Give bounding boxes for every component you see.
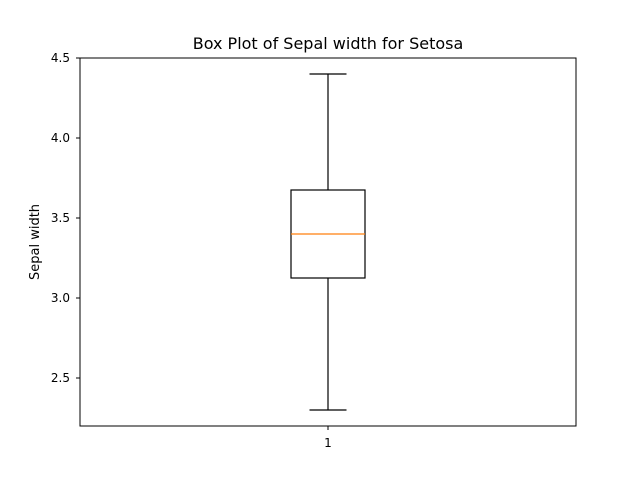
y-axis-label: Sepal width — [28, 204, 43, 280]
y-tick-label: 2.5 — [51, 371, 70, 385]
y-tick-label: 4.5 — [51, 51, 70, 65]
y-tick-label: 3.0 — [51, 291, 70, 305]
y-tick-label: 3.5 — [51, 211, 70, 225]
chart-title: Box Plot of Sepal width for Setosa — [193, 34, 464, 53]
y-tick-label: 4.0 — [51, 131, 70, 145]
x-tick-label: 1 — [324, 436, 332, 450]
y-axis: 2.5 3.0 3.5 4.0 4.5 — [51, 51, 80, 385]
x-axis: 1 — [324, 426, 332, 450]
box-plot-series — [290, 73, 366, 411]
